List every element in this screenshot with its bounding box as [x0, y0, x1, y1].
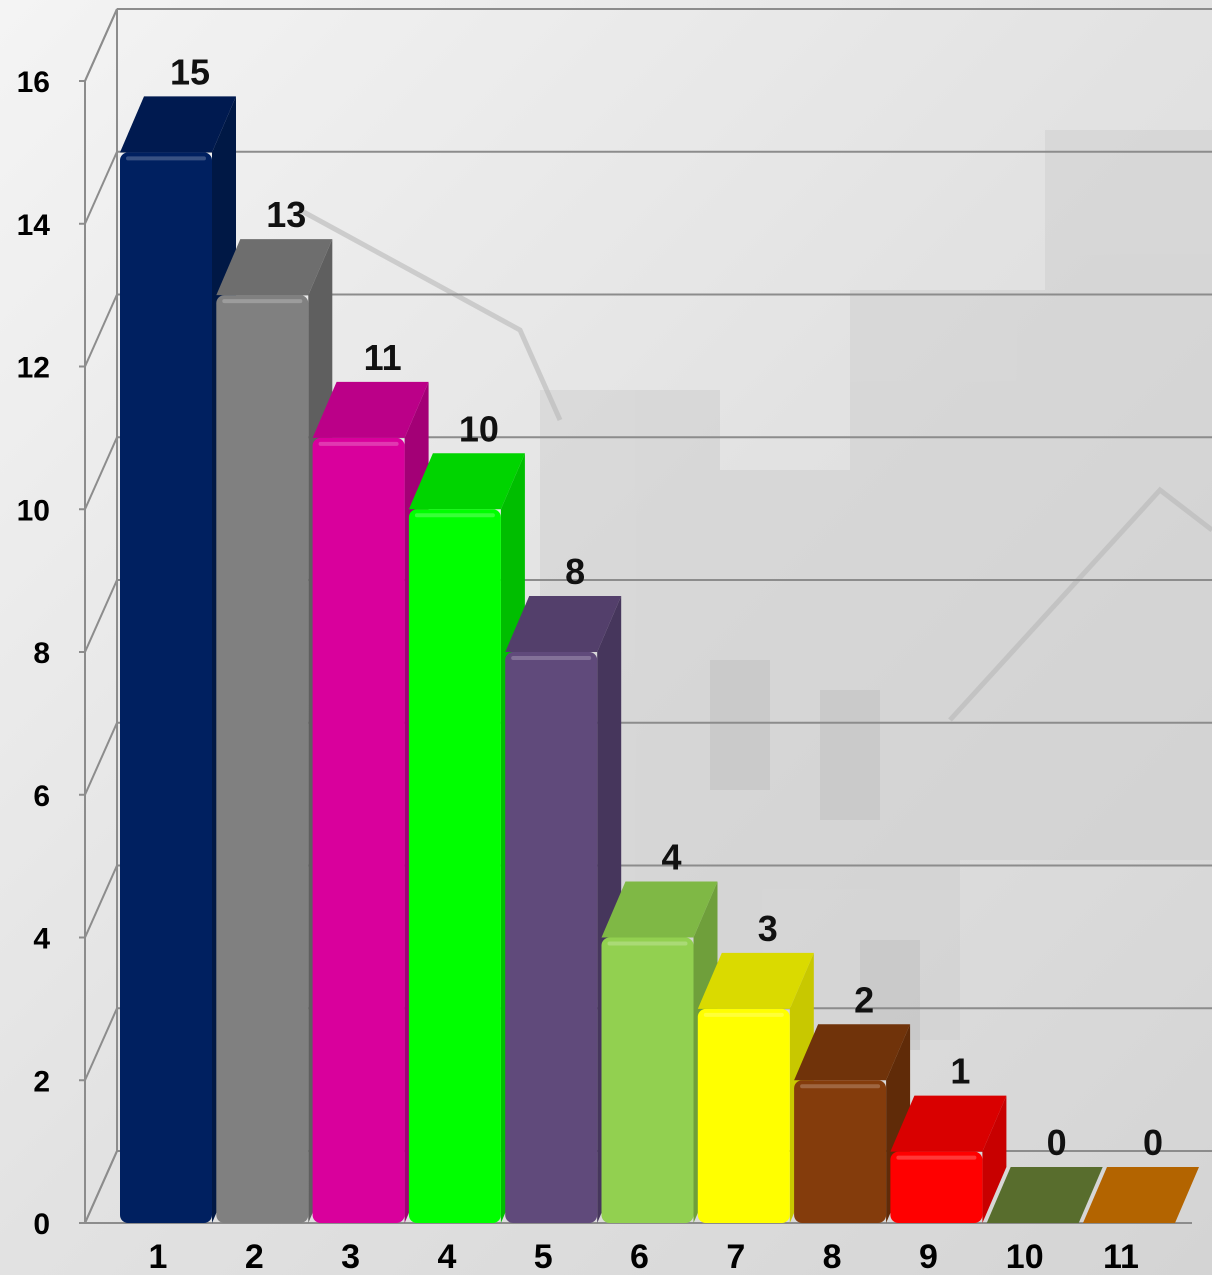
gridline-side [84, 722, 118, 796]
bar-highlight [126, 156, 206, 161]
y-tick-label: 0 [33, 1208, 50, 1241]
x-tick-label: 1 [149, 1238, 168, 1275]
data-label: 4 [661, 837, 681, 878]
bar-top [120, 96, 236, 153]
data-label: 8 [565, 551, 585, 592]
data-label: 2 [854, 979, 874, 1020]
bar-highlight [896, 1155, 977, 1160]
bar-front [890, 1151, 983, 1223]
data-label: 11 [364, 337, 402, 378]
bar-top [505, 596, 622, 652]
bar-highlight [607, 941, 688, 946]
x-tick-label: 9 [919, 1238, 938, 1275]
bar-front [312, 437, 405, 1223]
bar-top [1083, 1167, 1199, 1223]
data-label: 13 [266, 194, 306, 235]
bar-highlight [222, 299, 303, 304]
bar-top [312, 381, 429, 438]
bar [986, 1167, 1103, 1223]
bar [1083, 1167, 1199, 1223]
bar-front [505, 652, 598, 1223]
gridline-side [84, 1007, 118, 1081]
bar-highlight [318, 441, 399, 446]
data-label: 15 [170, 51, 210, 92]
x-tick-label: 7 [726, 1238, 745, 1275]
x-tick-label: 8 [823, 1238, 842, 1275]
y-tick-label: 14 [17, 209, 51, 242]
data-label: 0 [1143, 1122, 1163, 1163]
x-tick-label: 10 [1006, 1238, 1044, 1275]
bar-highlight [414, 513, 495, 518]
bar-top [986, 1167, 1103, 1223]
bar [890, 1095, 1007, 1223]
gridline-side [84, 436, 118, 510]
x-tick-label: 4 [437, 1238, 456, 1275]
bar-front [697, 1008, 790, 1223]
bar-front [794, 1080, 887, 1223]
bar [601, 881, 718, 1223]
y-tick-label: 6 [33, 780, 50, 813]
gridline-side [84, 294, 118, 367]
bar-highlight [703, 1012, 784, 1017]
bar-highlight [511, 656, 592, 660]
y-tick-label: 12 [17, 352, 50, 385]
bar-front [408, 509, 501, 1223]
y-tick-label: 10 [17, 494, 50, 527]
gridline-side [84, 151, 118, 225]
bar-top [408, 453, 525, 510]
bar-top [890, 1095, 1007, 1152]
data-label: 0 [1047, 1122, 1067, 1163]
y-axis-ticks: 0 2 4 6 8 10 12 14 16 [17, 66, 85, 1241]
gridline-side [84, 865, 118, 938]
x-axis-ticks: 1 2 3 4 5 6 7 8 9 10 11 [149, 1238, 1139, 1275]
gridline-side [84, 8, 118, 82]
bar-highlight [800, 1084, 881, 1089]
y-tick-label: 16 [17, 66, 50, 99]
bar-top [794, 1024, 911, 1081]
y-tick-label: 2 [33, 1065, 50, 1098]
data-label: 3 [758, 908, 778, 949]
y-tick-label: 4 [33, 923, 50, 956]
bar-front [601, 937, 694, 1223]
x-tick-label: 2 [245, 1238, 264, 1275]
gridline-side [84, 579, 118, 653]
x-tick-label: 3 [341, 1238, 360, 1275]
bar-top [216, 239, 333, 296]
y-tick-label: 8 [33, 637, 50, 670]
bars [120, 96, 1199, 1223]
x-tick-label: 6 [630, 1238, 649, 1275]
bar-front [216, 295, 309, 1223]
data-label: 10 [459, 408, 499, 449]
data-label: 1 [950, 1051, 970, 1092]
bar-front [120, 152, 212, 1223]
bar-top [697, 952, 814, 1009]
bar-side [982, 1095, 1007, 1223]
x-tick-label: 11 [1103, 1238, 1139, 1275]
bar-top [601, 881, 718, 938]
x-tick-label: 5 [534, 1238, 553, 1275]
